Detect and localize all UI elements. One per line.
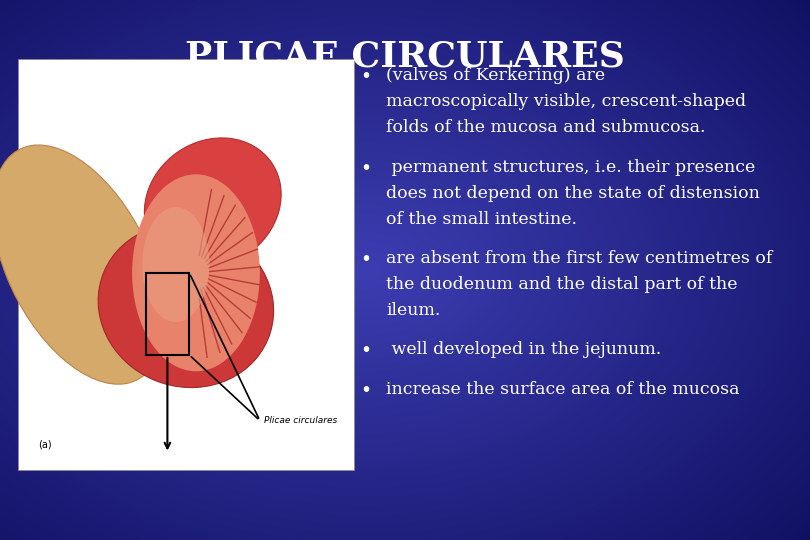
Text: PLICAE CIRCULARES: PLICAE CIRCULARES [185, 40, 625, 73]
Text: •: • [360, 381, 372, 400]
FancyBboxPatch shape [18, 59, 354, 470]
Text: permanent structures, i.e. their presence: permanent structures, i.e. their presenc… [386, 159, 756, 176]
Ellipse shape [143, 207, 210, 322]
Text: •: • [360, 159, 372, 178]
Text: does not depend on the state of distension: does not depend on the state of distensi… [386, 185, 761, 201]
Bar [146, 273, 190, 355]
Text: (valves of Kerkering) are: (valves of Kerkering) are [386, 68, 606, 84]
Text: are absent from the first few centimetres of: are absent from the first few centimetre… [386, 250, 773, 267]
Text: •: • [360, 341, 372, 360]
Text: •: • [360, 68, 372, 86]
Text: (a): (a) [38, 439, 52, 449]
Text: •: • [360, 250, 372, 269]
Text: well developed in the jejunum.: well developed in the jejunum. [386, 341, 662, 358]
Ellipse shape [132, 174, 260, 372]
Ellipse shape [98, 224, 274, 388]
Ellipse shape [144, 138, 281, 268]
Ellipse shape [0, 145, 164, 384]
Text: folds of the mucosa and submucosa.: folds of the mucosa and submucosa. [386, 119, 706, 136]
Text: increase the surface area of the mucosa: increase the surface area of the mucosa [386, 381, 740, 397]
Text: the duodenum and the distal part of the: the duodenum and the distal part of the [386, 276, 738, 293]
Text: ileum.: ileum. [386, 302, 441, 319]
Text: of the small intestine.: of the small intestine. [386, 211, 578, 227]
Text: macroscopically visible, crescent-shaped: macroscopically visible, crescent-shaped [386, 93, 747, 110]
Text: Plicae circulares: Plicae circulares [264, 416, 337, 425]
